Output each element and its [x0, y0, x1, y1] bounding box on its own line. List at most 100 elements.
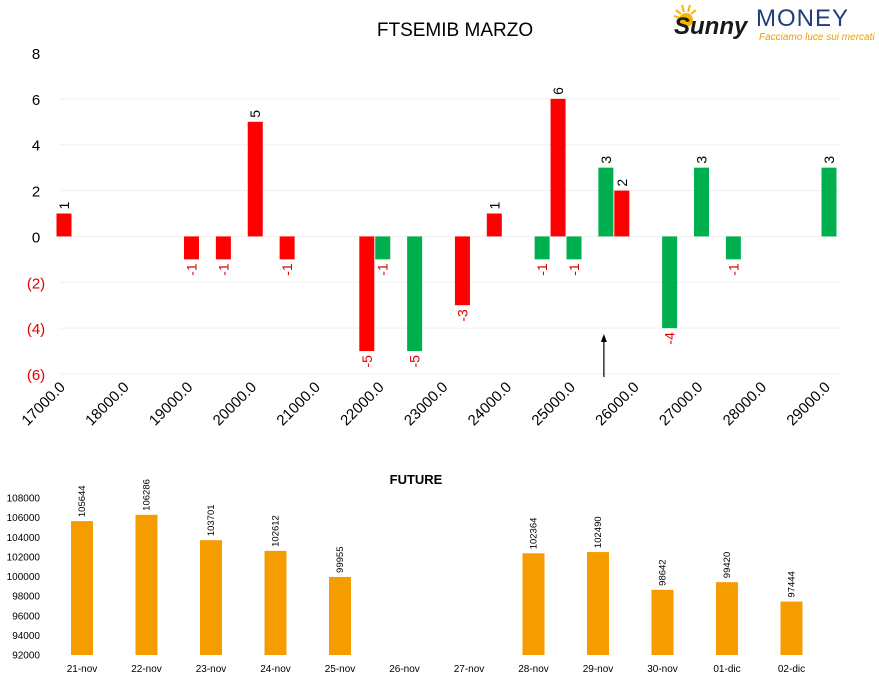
x-tick-label: 24-nov [260, 664, 291, 675]
x-axis-ticks: 21-nov 22-nov 23-nov 24-nov 25-nov 26-nov 27-n… [67, 664, 805, 675]
bar [135, 514, 158, 655]
x-tick-label: 26-nov [389, 664, 420, 675]
y-tick-label: 4 [32, 138, 40, 155]
bar [550, 98, 566, 237]
bar [359, 236, 375, 352]
ftsemib-chart: FTSEMIB MARZO 8 6 4 2 0 (2) (4) (6) 1 -1 -1 5 -1 -5 -… [18, 20, 840, 429]
x-tick-label: 27-nov [454, 664, 485, 675]
data-label: -1 [534, 263, 550, 276]
y-tick-label: 108000 [7, 494, 41, 505]
bar [279, 236, 295, 260]
chart-title: FUTURE [390, 472, 443, 487]
bar [407, 236, 423, 352]
x-tick-label: 19000.0 [146, 379, 196, 429]
bar [71, 521, 93, 655]
data-label: 102490 [593, 516, 604, 548]
bar [486, 213, 502, 237]
x-tick-label: 20000.0 [210, 379, 260, 429]
bar [375, 236, 391, 260]
data-label: -1 [184, 263, 200, 276]
bar [725, 236, 741, 260]
y-tick-label: 2 [32, 184, 40, 201]
x-axis-ticks: 17000.0 18000.0 19000.0 20000.0 21000.0 22000… [18, 379, 833, 429]
y-tick-label: 8 [32, 46, 40, 63]
bar [200, 540, 222, 655]
bar [662, 236, 678, 329]
data-label: -5 [359, 355, 375, 368]
data-label: -1 [566, 263, 582, 276]
bars [56, 98, 837, 352]
x-tick-label: 17000.0 [18, 379, 68, 429]
data-label: 105644 [77, 485, 88, 517]
bar [534, 236, 550, 260]
x-tick-label: 30-nov [647, 664, 678, 675]
x-tick-label: 22000.0 [337, 379, 387, 429]
sun-icon [673, 4, 697, 27]
x-tick-label: 21000.0 [273, 379, 323, 429]
data-label: 97444 [787, 571, 798, 597]
data-label: -1 [279, 263, 295, 276]
bar [264, 550, 287, 655]
x-tick-label: 25000.0 [528, 379, 578, 429]
x-tick-label: 28-nov [518, 664, 549, 675]
brand-money: MONEY [756, 5, 849, 32]
x-tick-label: 23-nov [196, 664, 227, 675]
bar [716, 582, 738, 655]
data-label: 103701 [206, 504, 217, 536]
bar [329, 576, 351, 655]
y-tick-label: (6) [27, 367, 45, 384]
bar [821, 167, 837, 237]
x-tick-label: 27000.0 [656, 379, 706, 429]
bar [566, 236, 582, 260]
bar [56, 213, 72, 237]
data-label: 102612 [271, 515, 282, 547]
data-label: 2 [614, 179, 630, 187]
bar [598, 167, 614, 237]
data-label: 98642 [658, 559, 669, 585]
arrow-head [600, 334, 607, 342]
data-label: 102364 [529, 518, 540, 550]
y-axis-ticks: 8 6 4 2 0 (2) (4) (6) [27, 46, 45, 384]
x-tick-label: 22-nov [131, 664, 162, 675]
y-tick-label: 100000 [7, 572, 41, 583]
data-label: -1 [215, 263, 231, 276]
data-label: -1 [725, 263, 741, 276]
brand-sunny: Sunny [674, 13, 749, 40]
future-chart: FUTURE 108000 106000 104000 102000 100000 980… [7, 472, 806, 675]
y-tick-label: 98000 [12, 592, 40, 603]
data-label: 106286 [142, 479, 153, 511]
data-label: -5 [407, 355, 423, 368]
bar [780, 601, 803, 655]
x-tick-label: 29000.0 [783, 379, 833, 429]
y-tick-label: 106000 [7, 513, 41, 524]
data-label: -4 [662, 332, 678, 345]
data-label: 3 [821, 156, 837, 164]
data-labels: 1 -1 -1 5 -1 -5 -3 1 6 2 -1 -5 -1 -1 3 -4 3 -1 3 [56, 87, 837, 368]
y-tick-label: 94000 [12, 631, 40, 642]
x-tick-label: 29-nov [583, 664, 614, 675]
y-tick-label: 102000 [7, 552, 41, 563]
x-tick-label: 28000.0 [720, 379, 770, 429]
data-label: -1 [375, 263, 391, 276]
data-label: 3 [598, 156, 614, 164]
data-label: 6 [550, 87, 566, 95]
bar [614, 190, 630, 237]
x-tick-label: 23000.0 [401, 379, 451, 429]
x-tick-label: 18000.0 [82, 379, 132, 429]
x-tick-label: 26000.0 [592, 379, 642, 429]
bar [454, 236, 470, 306]
y-tick-label: (2) [27, 275, 45, 292]
data-label: 3 [694, 156, 710, 164]
data-label: 1 [56, 202, 72, 210]
bar [247, 121, 263, 237]
y-tick-label: (4) [27, 321, 45, 338]
data-label: 99420 [722, 552, 733, 578]
data-labels: 105644 106286 103701 102612 99955 102364 10249… [77, 479, 798, 597]
bar [651, 589, 674, 655]
bar [522, 553, 545, 655]
sunny-money-logo: Sunny MONEY Facciamo luce sui mercati [673, 4, 875, 43]
bar [215, 236, 231, 260]
data-label: 1 [486, 202, 502, 210]
x-tick-label: 21-nov [67, 664, 98, 675]
y-tick-label: 104000 [7, 533, 41, 544]
